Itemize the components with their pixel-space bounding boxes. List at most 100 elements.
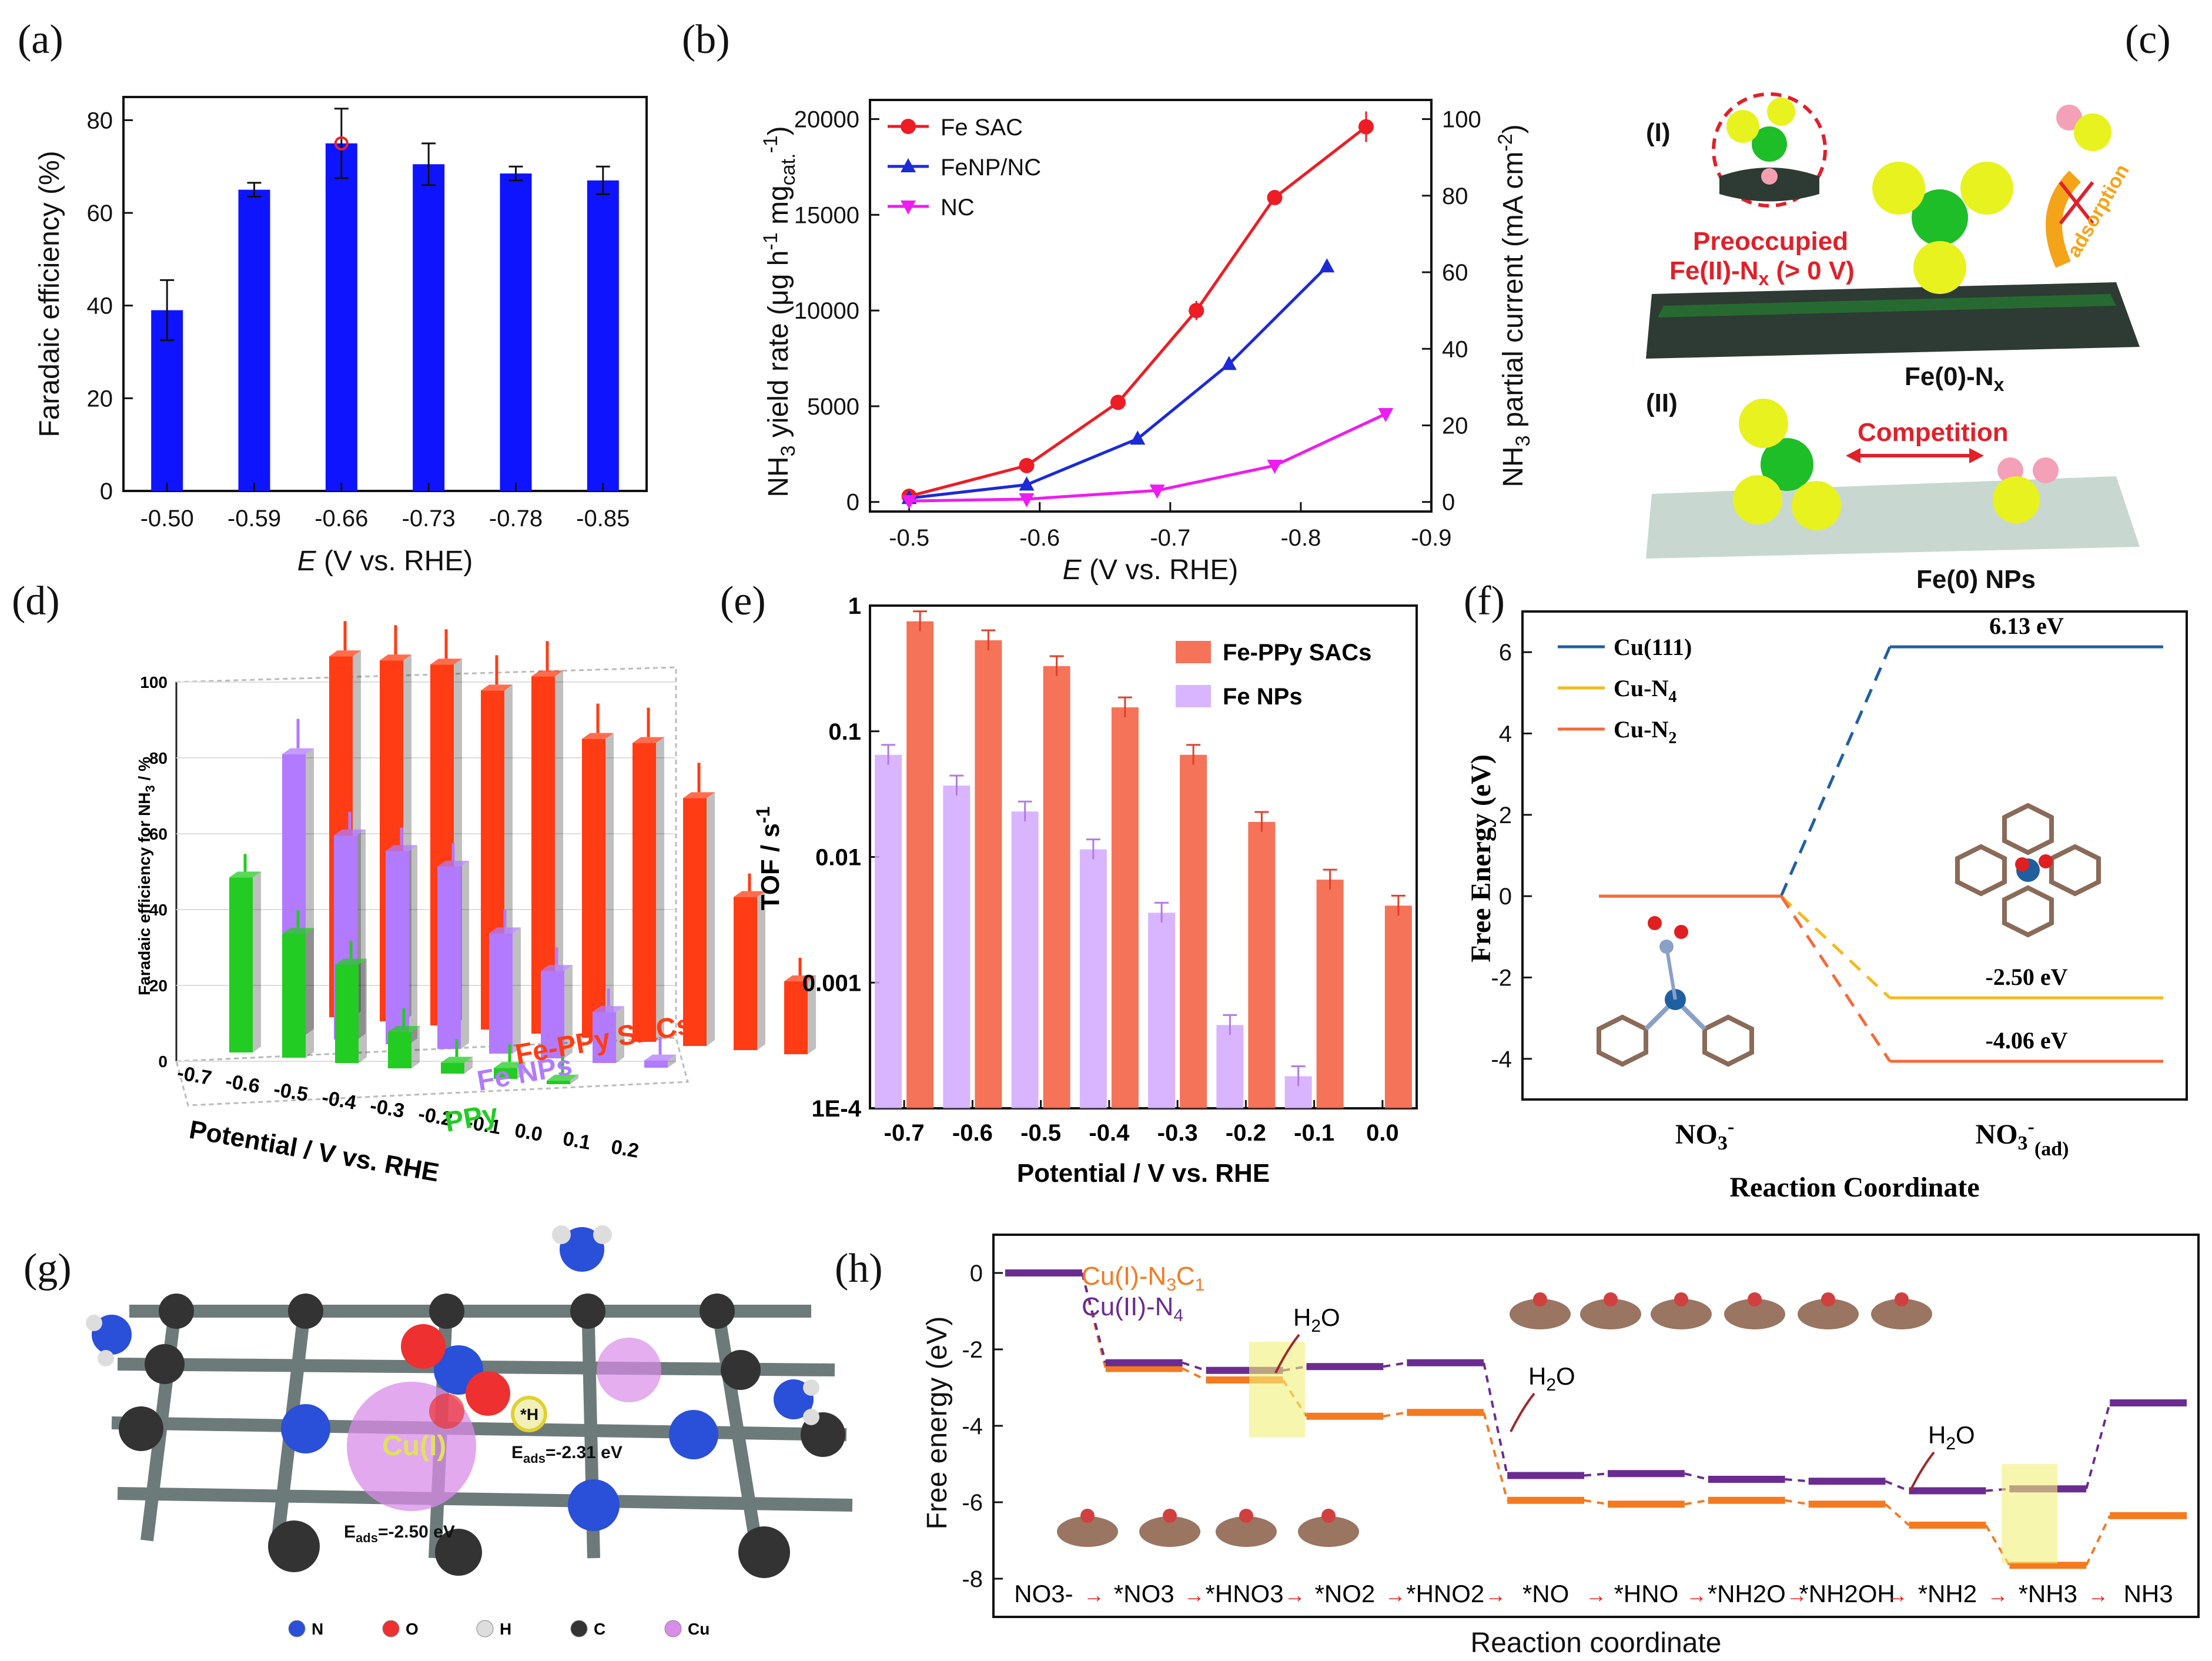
bar-3d-side [306, 748, 314, 1035]
x-category-label: *NH2O [1708, 1580, 1786, 1607]
energy-value-label: -2.50 eV [1986, 964, 2068, 990]
bar-3d-side [253, 871, 261, 1052]
panel-e-letter: (e) [720, 579, 766, 624]
bar-3d-side [409, 845, 417, 1044]
bar-3d-side [411, 1026, 420, 1068]
y-tick-label: -4 [1491, 1047, 1512, 1072]
x-category-label: *NO3 [1114, 1580, 1174, 1607]
bar [1216, 1025, 1244, 1108]
y-tick-label: 20 [87, 386, 113, 412]
reaction-arrow: → [1184, 1583, 1205, 1607]
data-point [1378, 407, 1394, 422]
x-tick-label: -0.9 [1411, 525, 1452, 551]
z-tick-label: 100 [140, 673, 168, 691]
bar [325, 143, 357, 491]
bar [1111, 707, 1139, 1108]
h-adsorbate-label: *H [520, 1405, 538, 1423]
reaction-arrow: → [1887, 1583, 1908, 1607]
water-release-label: H2O [1528, 1362, 1575, 1395]
panel-g-atom-legend: N O H C Cu [288, 1620, 710, 1638]
legend-label: NC [941, 195, 975, 220]
cluster-image [1871, 1299, 1932, 1329]
bar-3d-top [282, 748, 314, 754]
energy-connector [1684, 1499, 1709, 1506]
y2-tick-label: 60 [1442, 260, 1468, 286]
competition-arrow-left-head [1846, 448, 1860, 463]
bar-3d [388, 1032, 411, 1068]
legend-label: Cu(II)-N4 [1082, 1292, 1183, 1325]
nitrate-oxygen-atom [1872, 162, 1925, 215]
reaction-arrow: → [1786, 1583, 1808, 1607]
np-nitrate-oxygen-atom [1792, 481, 1841, 530]
z-tick-label: 20 [149, 977, 168, 995]
panel-a-x-label: E (V vs. RHE) [297, 546, 473, 577]
water-hydrogen-atom [2056, 105, 2082, 131]
rate-determining-highlight [1249, 1342, 1305, 1438]
x-category-label: NH3 [2124, 1580, 2173, 1607]
panel-d-z-label: Faradaic efficiency for NH3 / % [135, 757, 158, 995]
x-category-label: *NH2 [1918, 1580, 1977, 1607]
cluster-adsorbate [1533, 1292, 1547, 1306]
cluster-adsorbate [1080, 1509, 1095, 1523]
np-nitrate-oxygen-atom [1739, 399, 1788, 448]
energy-connector [2085, 1402, 2111, 1489]
legend-atom-label: Cu [688, 1620, 710, 1638]
bar-3d-top [494, 1062, 526, 1068]
x-tick-label: -0.78 [489, 506, 543, 532]
panel-f-category-2: NO3-(ad) [1976, 1116, 2069, 1160]
bar-3d-top [437, 861, 469, 867]
panel-h-y-label: Free energy (eV) [922, 1316, 953, 1530]
bar-3d [229, 877, 253, 1052]
z-tick-label: 80 [149, 749, 168, 767]
cluster-image [1724, 1299, 1785, 1329]
panel-d-x-ticks: -0.7 -0.6 -0.5 -0.4 -0.3 -0.2 -0.1 0.0 0.1 0.2 [176, 1061, 641, 1162]
bar [1248, 821, 1276, 1108]
bar-3d-top [593, 1006, 624, 1012]
fe-ii-nx-label: Fe(II)-Nx (> 0 V) [1669, 256, 1855, 289]
bar-3d-top [329, 650, 361, 657]
legend-label: Fe NPs [1223, 684, 1303, 710]
y-tick-label: 5000 [807, 394, 859, 420]
y-tick-label: 0 [970, 1261, 983, 1286]
bar-3d-side [707, 792, 715, 1046]
energy-connector [1779, 895, 1892, 1062]
y2-tick-label: 40 [1442, 336, 1468, 362]
x-category-label: *NO [1522, 1580, 1569, 1607]
bar-3d-side [656, 737, 664, 1042]
data-point [1110, 395, 1126, 410]
x-tick-label: -0.3 [1157, 1120, 1198, 1146]
x-tick-label: -0.8 [1280, 525, 1321, 551]
x-category-label: *HNO3 [1206, 1580, 1284, 1607]
panel-a-letter: (a) [18, 17, 63, 62]
bar-3d [633, 743, 656, 1042]
legend-label: Fe-PPy SACs [1223, 640, 1371, 666]
x-category-label: NO3- [1014, 1580, 1073, 1607]
nitrate-oxygen-atom [1913, 241, 1966, 294]
nitrate-on-cu-n4-structure [1955, 803, 2101, 938]
y-tick-label: 80 [87, 108, 113, 133]
energy-connector [1182, 1367, 1207, 1381]
data-point [1267, 459, 1283, 474]
x-tick-label: -0.3 [369, 1094, 406, 1122]
cluster-image [1216, 1516, 1277, 1547]
cluster-image [1798, 1299, 1859, 1329]
bar-3d-top [547, 1074, 578, 1081]
bar-3d [282, 934, 306, 1058]
competition-label: Competition [1858, 418, 2009, 447]
energy-connector [1885, 1503, 1910, 1526]
panel-d-bars [229, 621, 816, 1084]
bar-3d-side [464, 1057, 473, 1074]
water-release-arrow [1274, 1334, 1300, 1373]
x-tick-label: -0.6 [224, 1070, 262, 1098]
panel-h: (h) 0-2-4-6-8 NO3- → *NO3 → *HNO3 → *NO2 → *HNO2… [835, 1234, 2200, 1659]
y-tick-label: 10000 [794, 298, 859, 324]
bar-3d-top [633, 737, 664, 743]
x-category-label: *HNO2 [1406, 1580, 1484, 1607]
cluster-adsorbate [1604, 1292, 1618, 1306]
bar-3d [582, 738, 605, 1038]
data-point [1130, 430, 1146, 445]
bar-3d-side [564, 965, 573, 1058]
water-release-arrow [1909, 1451, 1935, 1491]
bar-3d-top [582, 733, 614, 739]
